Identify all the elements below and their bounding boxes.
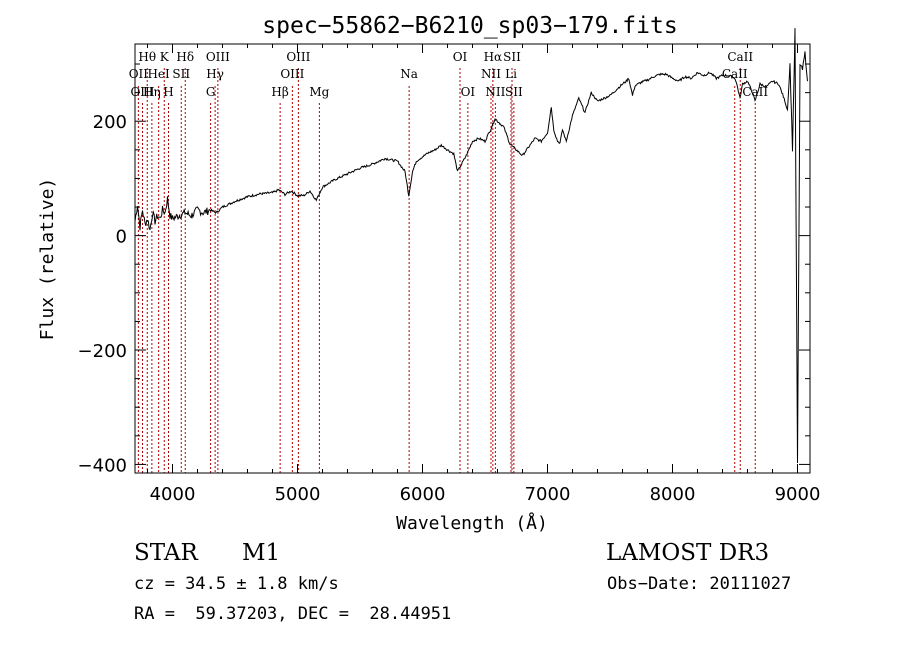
emission-line-labels: Hθ OII OIII K HeI Hη SII H Hδ OIII Hγ G OIII OIII Hβ Mg… bbox=[129, 50, 769, 99]
line-label-22: Li bbox=[505, 67, 517, 81]
line-label-20: SII bbox=[503, 50, 521, 64]
y-tick-label: 0 bbox=[116, 227, 127, 248]
line-label-0: Hθ bbox=[138, 50, 156, 64]
x-axis-label: Wavelength (Å) bbox=[396, 512, 548, 534]
object-class: STAR bbox=[134, 540, 198, 566]
line-label-26: CaII bbox=[722, 67, 748, 81]
coordinates: RA = 59.37203, DEC = 28.44951 bbox=[134, 604, 452, 624]
y-tick-label: −200 bbox=[78, 341, 127, 362]
line-label-19: Hα bbox=[484, 50, 503, 64]
line-label-9: OIII bbox=[206, 50, 230, 64]
line-label-27: CaII bbox=[742, 85, 768, 99]
x-axis: 4000 5000 6000 7000 8000 9000 bbox=[147, 44, 821, 505]
line-label-15: Mg bbox=[309, 85, 329, 99]
line-label-5: Hη bbox=[143, 85, 161, 99]
line-label-23: NII bbox=[485, 85, 505, 99]
emission-line-markers bbox=[137, 68, 756, 473]
line-label-6: SII bbox=[172, 67, 190, 81]
y-axis-label: Flux (relative) bbox=[37, 178, 58, 341]
line-label-2: OIII bbox=[130, 85, 154, 99]
y-tick-label: 200 bbox=[93, 112, 127, 133]
x-tick-label: 5000 bbox=[275, 484, 321, 505]
object-subclass: M1 bbox=[242, 540, 281, 566]
survey-name: LAMOST DR3 bbox=[606, 540, 770, 566]
line-label-4: HeI bbox=[147, 67, 170, 81]
observation-date: Obs−Date: 20111027 bbox=[607, 574, 792, 594]
line-label-12: OIII bbox=[286, 50, 310, 64]
line-label-21: NII bbox=[481, 67, 501, 81]
line-label-18: OI bbox=[461, 85, 476, 99]
line-label-7: H bbox=[163, 85, 173, 99]
x-tick-label: 6000 bbox=[400, 484, 446, 505]
line-label-17: OI bbox=[453, 50, 468, 64]
x-tick-label: 7000 bbox=[525, 484, 571, 505]
line-label-13: OIII bbox=[280, 67, 304, 81]
line-label-1: OII bbox=[129, 67, 149, 81]
x-tick-label: 8000 bbox=[650, 484, 696, 505]
line-label-25: CaII bbox=[727, 50, 753, 64]
line-label-14: Hβ bbox=[271, 85, 288, 99]
line-label-3: K bbox=[160, 50, 170, 64]
x-tick-label: 9000 bbox=[775, 484, 821, 505]
y-axis: −400 −200 0 200 bbox=[78, 63, 810, 476]
y-tick-label: −400 bbox=[78, 455, 127, 476]
redshift-velocity: cz = 34.5 ± 1.8 km/s bbox=[134, 574, 339, 594]
line-label-11: G bbox=[206, 85, 216, 99]
line-label-16: Na bbox=[400, 67, 418, 81]
line-label-10: Hγ bbox=[206, 67, 224, 81]
flux-series-line bbox=[134, 28, 808, 464]
x-tick-label: 4000 bbox=[150, 484, 196, 505]
line-label-8: Hδ bbox=[176, 50, 194, 64]
plot-frame bbox=[134, 43, 811, 474]
line-label-24: SII bbox=[505, 85, 523, 99]
chart-title: spec−55862−B6210_sp03−179.fits bbox=[262, 13, 677, 39]
